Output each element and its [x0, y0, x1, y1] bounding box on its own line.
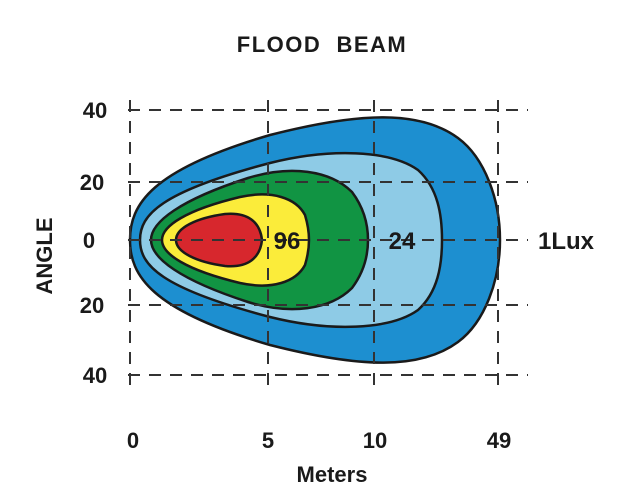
x-tick-label: 10 [363, 428, 387, 453]
y-axis-title: ANGLE [32, 218, 57, 295]
y-tick-label: 40 [83, 98, 107, 123]
x-axis-ticks: 0 5 10 49 [127, 428, 511, 453]
grid-lines [128, 100, 528, 392]
x-axis-title: Meters [297, 462, 368, 487]
x-tick-label: 49 [487, 428, 511, 453]
y-tick-label: 20 [80, 170, 104, 195]
y-tick-label: 40 [83, 363, 107, 388]
zone-label-24: 24 [389, 228, 416, 255]
x-tick-label: 5 [262, 428, 274, 453]
y-axis-ticks: 40 20 0 20 40 [80, 98, 107, 388]
chart-title: FLOOD BEAM [237, 32, 408, 57]
x-tick-label: 0 [127, 428, 139, 453]
y-tick-label: 0 [83, 228, 95, 253]
zone-label-96: 96 [274, 228, 301, 255]
y-tick-label: 20 [80, 293, 104, 318]
zone-label-1lux: 1Lux [538, 228, 595, 255]
